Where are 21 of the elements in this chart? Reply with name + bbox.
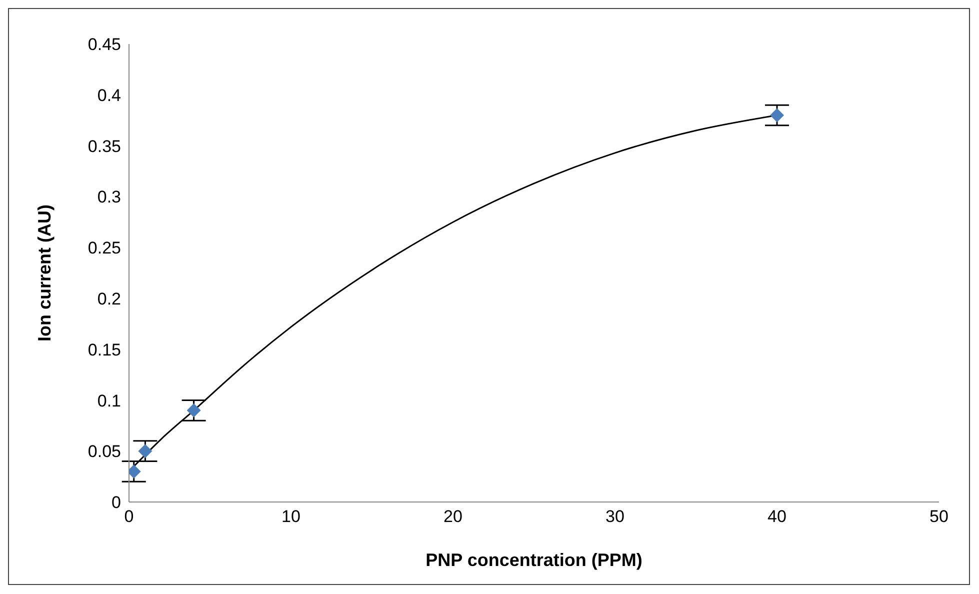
point	[186, 403, 201, 418]
y-tick-label: 0	[112, 493, 121, 512]
y-tick-label: 0.3	[97, 188, 121, 207]
y-tick-label: 0.45	[88, 35, 121, 54]
y-tick-label: 0.1	[97, 391, 121, 410]
point	[138, 444, 152, 458]
y-tick-label: 0.4	[97, 86, 121, 105]
y-tick-label: 0.2	[97, 289, 121, 308]
point	[770, 108, 784, 122]
y-axis-title: Ion current (AU)	[34, 204, 54, 342]
y-tick-label: 0.35	[88, 136, 121, 156]
x-tick-label: 30	[606, 507, 624, 526]
y-tick-label: 0.15	[88, 340, 121, 360]
x-axis-title: PNP concentration (PPM)	[426, 550, 642, 570]
y-tick-label: 0.25	[88, 238, 121, 258]
x-tick-label: 20	[444, 507, 462, 526]
x-tick-label: 50	[930, 507, 948, 526]
x-tick-label: 0	[124, 507, 134, 526]
x-tick-label: 10	[282, 507, 300, 526]
x-tick-label: 40	[768, 507, 786, 526]
y-tick-label: 0.05	[88, 442, 121, 462]
